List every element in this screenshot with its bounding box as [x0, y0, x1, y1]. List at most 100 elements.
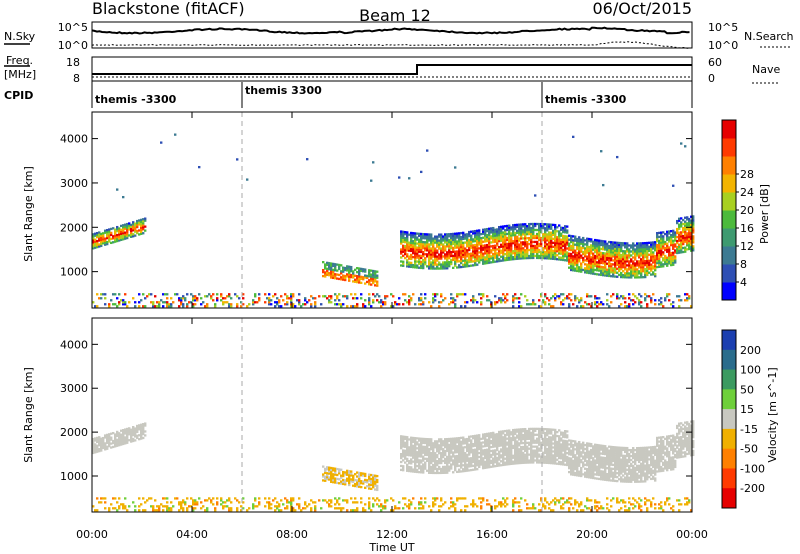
power-cell	[146, 295, 149, 298]
velocity-cell	[336, 477, 339, 481]
power-cell	[642, 254, 645, 257]
power-cell	[564, 255, 567, 258]
power-cell	[482, 232, 485, 235]
velocity-cell	[434, 454, 437, 457]
velocity-cell	[410, 446, 413, 449]
power-cell	[646, 267, 649, 271]
power-cell	[278, 299, 281, 302]
power-cell	[624, 242, 627, 245]
velocity-cell	[532, 461, 535, 464]
power-cell	[624, 276, 627, 279]
velocity-cell	[468, 443, 471, 446]
power-cell	[554, 241, 557, 245]
velocity-cell	[136, 428, 139, 432]
power-cell	[478, 239, 481, 242]
velocity-cell	[478, 459, 481, 463]
velocity-cell	[436, 444, 439, 447]
velocity-cell	[498, 438, 501, 441]
velocity-cell	[152, 507, 155, 510]
power-cell	[554, 253, 557, 257]
power-cell	[496, 248, 499, 251]
power-cell	[570, 266, 573, 270]
velocity-cell	[476, 442, 479, 445]
velocity-cell	[516, 446, 519, 449]
power-cell	[140, 220, 143, 224]
velocity-cell	[432, 442, 435, 445]
power-cell	[372, 161, 375, 164]
power-cell	[520, 253, 523, 256]
power-cell	[616, 243, 619, 246]
power-cell	[110, 237, 113, 241]
velocity-cell	[122, 432, 125, 436]
velocity-cell	[504, 449, 507, 452]
velocity-cell	[526, 459, 529, 462]
power-cell	[102, 232, 105, 235]
velocity-cell	[536, 427, 539, 431]
power-cell	[422, 303, 425, 306]
velocity-cell	[342, 470, 345, 474]
power-cell	[122, 234, 125, 237]
power-cell	[486, 235, 489, 239]
power-cell	[130, 235, 133, 238]
velocity-cell	[456, 447, 459, 450]
power-cell	[456, 244, 459, 247]
power-cell	[514, 251, 517, 255]
velocity-cell	[354, 497, 357, 500]
power-cell	[106, 230, 109, 234]
power-cell	[144, 219, 147, 222]
power-cell	[524, 295, 527, 298]
velocity-cell	[524, 461, 527, 464]
velocity-cell	[474, 436, 477, 440]
power-cell	[408, 255, 411, 258]
power-cell	[656, 257, 659, 261]
velocity-cell	[458, 442, 461, 446]
power-cell	[126, 228, 129, 232]
power-cell	[614, 261, 617, 264]
power-cell	[520, 235, 523, 238]
power-cell	[552, 241, 555, 244]
velocity-cell	[474, 458, 477, 461]
power-cell	[494, 244, 497, 247]
velocity-cell	[472, 505, 475, 508]
power-cell	[510, 234, 513, 237]
power-cell	[650, 257, 653, 260]
velocity-cell	[360, 485, 363, 489]
velocity-cell	[452, 451, 455, 454]
power-cell	[544, 237, 547, 240]
power-cell	[368, 297, 371, 300]
power-cell	[598, 261, 601, 264]
velocity-cell	[374, 476, 377, 479]
velocity-cell	[504, 439, 507, 443]
power-cell	[660, 231, 663, 234]
power-cell	[428, 255, 431, 258]
power-cell	[420, 303, 423, 306]
power-cell	[632, 262, 635, 265]
power-cell	[104, 303, 107, 306]
power-cell	[558, 238, 561, 241]
power-cell	[360, 297, 363, 300]
power-cell	[264, 301, 267, 304]
velocity-cell	[422, 449, 425, 452]
velocity-cell	[524, 449, 527, 452]
power-cell	[386, 295, 389, 298]
power-cell	[612, 273, 615, 276]
power-cell	[592, 258, 595, 261]
power-cell	[252, 299, 255, 302]
velocity-cell	[158, 507, 161, 510]
power-cell	[642, 262, 645, 265]
power-cell	[192, 303, 195, 306]
power-cell	[376, 280, 379, 283]
velocity-cell	[338, 503, 341, 506]
velocity-cell	[422, 463, 425, 466]
power-cell	[568, 266, 571, 269]
power-cell	[512, 295, 515, 298]
power-cell	[504, 297, 507, 300]
velocity-cell	[532, 507, 535, 510]
power-cell	[360, 281, 363, 284]
power-cell	[532, 244, 535, 248]
power-cell	[408, 245, 411, 248]
power-cell	[586, 241, 589, 244]
velocity-cell	[352, 509, 355, 512]
power-cell	[544, 229, 547, 232]
